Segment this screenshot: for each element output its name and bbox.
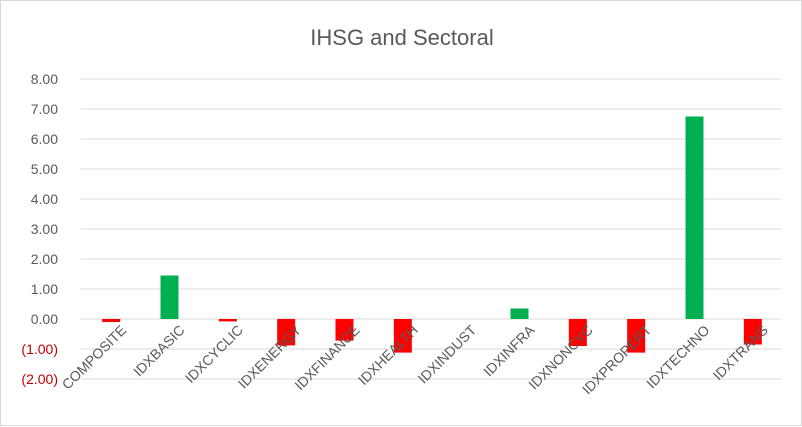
bar-idxfinance xyxy=(335,319,354,341)
bar-idxbasic xyxy=(160,275,179,319)
bar-composite xyxy=(102,319,121,322)
x-tick-label: IDXTECHNO xyxy=(643,322,713,392)
x-tick-label: IDXINFRA xyxy=(480,321,538,379)
chart-title: IHSG and Sectoral xyxy=(310,25,493,50)
y-axis-tick-labels: 8.00 7.00 6.00 5.00 4.00 3.00 2.00 1.00 0.00 (1.0… xyxy=(21,71,58,387)
y-tick-label: 8.00 xyxy=(31,71,58,87)
x-tick-label: COMPOSITE xyxy=(59,322,130,393)
bar-idxtechno xyxy=(685,116,704,319)
x-tick-label: IDXBASIC xyxy=(130,322,188,380)
y-tick-label: 1.00 xyxy=(31,281,58,297)
bar-idxpropert xyxy=(627,319,646,353)
bar-idxnoncyc xyxy=(568,319,587,346)
y-tick-label: 0.00 xyxy=(31,311,58,327)
x-tick-label: IDXHEALTH xyxy=(355,322,421,388)
y-tick-label: (1.00) xyxy=(21,341,58,357)
bar-idxenergy xyxy=(277,319,296,346)
y-tick-label: 4.00 xyxy=(31,191,58,207)
y-tick-label: 3.00 xyxy=(31,221,58,237)
y-tick-label: 5.00 xyxy=(31,161,58,177)
bar-idxtrans xyxy=(743,319,762,345)
bar-idxhealth xyxy=(393,319,412,353)
x-tick-label: IDXTRANS xyxy=(710,322,771,383)
x-tick-label: IDXCYCLIC xyxy=(182,322,246,386)
x-tick-label: IDXINDUST xyxy=(415,321,480,386)
x-axis-tick-labels: COMPOSITE IDXBASICIDXCYCLICIDXENERGYIDXFI… xyxy=(59,321,771,397)
bar-idxinfra xyxy=(510,308,529,319)
y-tick-label: (2.00) xyxy=(21,371,58,387)
bar-idxcyclic xyxy=(218,319,237,322)
y-tick-label: 2.00 xyxy=(31,251,58,267)
gridlines xyxy=(81,78,781,380)
y-tick-label: 7.00 xyxy=(31,101,58,117)
y-tick-label: 6.00 xyxy=(31,131,58,147)
bars xyxy=(102,116,762,353)
